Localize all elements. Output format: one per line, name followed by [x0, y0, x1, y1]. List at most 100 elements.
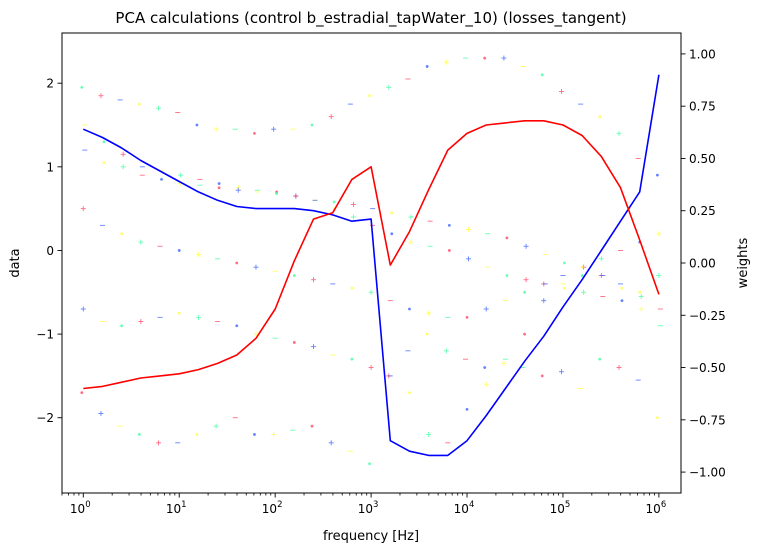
scatter-point: [293, 193, 299, 199]
scatter-point: [408, 239, 414, 245]
y-tick-label: −2: [36, 411, 54, 425]
y2-tick-label: −0.75: [689, 413, 726, 427]
scatter-point: [443, 59, 449, 65]
scatter-point: [408, 391, 411, 395]
scatter-point: [102, 140, 106, 144]
scatter-point: [137, 433, 141, 436]
scatter-point: [137, 102, 141, 106]
scatter-point: [80, 391, 84, 395]
series-line-1: [82, 74, 660, 457]
scatter-points: [80, 55, 663, 466]
scatter-point: [501, 55, 507, 61]
y2-tick-label: 1.00: [689, 47, 716, 61]
scatter-point: [655, 416, 659, 420]
scatter-point: [558, 89, 564, 95]
scatter-point: [120, 151, 126, 157]
scatter-point: [466, 256, 472, 262]
scatter-point: [408, 214, 414, 220]
scatter-point: [505, 236, 509, 240]
scatter-point: [253, 433, 256, 436]
x-axis-ticks: 100 101 102 103 104 105 106: [61, 493, 667, 516]
scatter-point: [368, 94, 371, 98]
scatter-point: [177, 311, 181, 315]
scatter-point: [620, 286, 624, 290]
scatter-point: [235, 324, 239, 328]
scatter-point: [540, 73, 544, 77]
scatter-point: [523, 332, 526, 336]
scatter-point: [292, 274, 296, 277]
scatter-point: [465, 315, 469, 319]
scatter-point: [523, 243, 529, 249]
y2-axis-label: weights: [736, 237, 751, 288]
scatter-point: [217, 186, 221, 190]
scatter-point: [350, 357, 354, 361]
scatter-point: [483, 366, 487, 369]
scatter-point: [102, 161, 106, 165]
scatter-point: [217, 182, 221, 185]
scatter-point: [581, 289, 587, 295]
scatter-point: [598, 115, 602, 119]
scatter-point: [80, 85, 84, 89]
scatter-point: [138, 319, 144, 325]
y-axis-ticks: −2 −1 0 1 2: [36, 77, 62, 425]
scatter-point: [235, 261, 239, 265]
scatter-point: [195, 433, 199, 436]
scatter-point: [443, 348, 449, 354]
y2-tick-label: 0.25: [689, 204, 716, 218]
scatter-point: [350, 214, 356, 220]
scatter-point: [425, 65, 429, 68]
scatter-point: [120, 232, 124, 236]
y2-tick-label: −1.00: [689, 466, 726, 480]
scatter-point: [598, 256, 604, 262]
scatter-point: [156, 440, 162, 446]
scatter-point: [311, 344, 317, 350]
scatter-point: [408, 307, 411, 311]
scatter-point: [350, 286, 354, 290]
y-tick-label: 1: [46, 160, 54, 174]
y2-axis-ticks: −1.00 −0.75 −0.50 −0.25 0.00 0.25 0.50 0.75 1.00: [681, 47, 726, 480]
scatter-point: [390, 211, 394, 215]
scatter-point: [638, 290, 642, 294]
scatter-point: [638, 306, 644, 312]
y2-tick-label: −0.25: [689, 309, 726, 323]
scatter-point: [275, 192, 279, 195]
scatter-point: [271, 431, 277, 437]
scatter-point: [292, 341, 296, 344]
scatter-point: [638, 293, 644, 299]
x-tick-label: 106: [646, 500, 667, 516]
x-tick-label: 103: [358, 500, 379, 516]
scatter-point: [271, 126, 277, 132]
scatter-point: [501, 360, 507, 366]
scatter-point: [616, 130, 622, 136]
scatter-point: [540, 374, 544, 378]
scatter-point: [505, 274, 509, 277]
scatter-point: [80, 206, 86, 212]
scatter-point: [580, 274, 584, 277]
x-axis-label: frequency [Hz]: [323, 529, 419, 544]
scatter-point: [426, 310, 432, 316]
x-tick-label: 102: [262, 500, 283, 516]
scatter-point: [98, 93, 104, 99]
scatter-point: [368, 462, 371, 466]
scatter-point: [483, 306, 489, 312]
scatter-point: [558, 369, 564, 375]
x-tick-label: 101: [166, 500, 187, 516]
scatter-point: [213, 126, 219, 132]
scatter-point: [598, 357, 602, 361]
scatter-point: [523, 277, 529, 283]
scatter-point: [138, 239, 144, 245]
scatter-point: [253, 331, 259, 337]
scatter-point: [253, 131, 256, 135]
scatter-point: [465, 407, 469, 411]
scatter-point: [656, 231, 662, 237]
x-tick-label: 104: [454, 500, 475, 516]
scatter-point: [523, 290, 526, 294]
scatter-point: [541, 298, 547, 304]
chart-title: PCA calculations (control b_estradial_ta…: [115, 9, 626, 28]
scatter-point: [386, 84, 392, 90]
scatter-point: [368, 289, 374, 295]
y2-tick-label: 0.75: [689, 100, 716, 114]
y2-tick-label: −0.50: [689, 361, 726, 375]
y2-tick-label: 0.50: [689, 152, 716, 166]
scatter-point: [98, 411, 104, 417]
